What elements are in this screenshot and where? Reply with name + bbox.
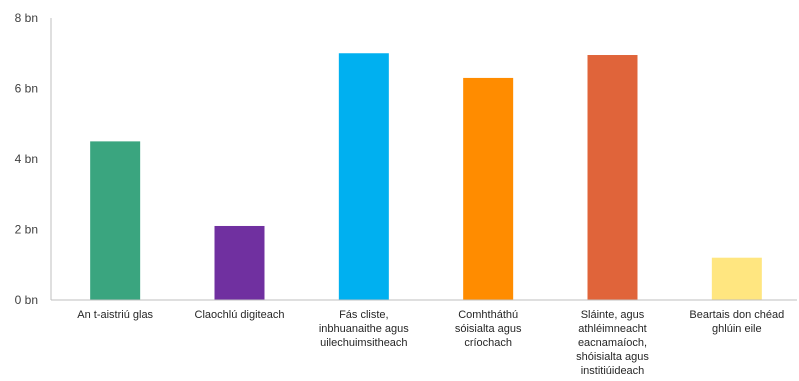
x-category-label-line: shóisialta agus — [576, 351, 649, 363]
bar — [214, 225, 265, 300]
x-category-label-line: institiúideach — [581, 365, 645, 377]
x-category-label: Beartais don chéad ghlúin eile — [689, 309, 784, 335]
bars — [90, 53, 762, 301]
x-category-label-line: críochach — [464, 337, 512, 349]
x-category-label: Claochlú digiteach — [195, 309, 285, 321]
x-category-label-line: Sláinte, agus — [581, 309, 645, 321]
x-category-label-line: ghlúin eile — [712, 323, 762, 335]
category-labels: An t-aistriú glas Claochlú digiteach Fás c… — [77, 309, 784, 377]
x-category-label-line: An t-aistriú glas — [77, 309, 153, 321]
x-category-label-line: Fás cliste, — [339, 309, 389, 321]
y-tick-labels: 0 bn 2 bn 4 bn 6 bn 8 bn — [15, 11, 38, 307]
x-category-label: Comhtháthú sóisialta agus críochach — [455, 309, 522, 349]
x-category-label-line: Beartais don chéad — [689, 309, 784, 321]
x-category-label: An t-aistriú glas — [77, 309, 153, 321]
y-tick-label: 0 bn — [15, 293, 38, 307]
x-category-label-line: eacnamaíoch, — [578, 337, 647, 349]
bar — [463, 77, 514, 300]
bar — [587, 55, 638, 301]
x-category-label-line: Comhtháthú — [458, 309, 518, 321]
bar — [338, 53, 389, 300]
x-category-label-line: inbhuanaithe agus — [319, 323, 409, 335]
bar — [90, 141, 141, 300]
bar — [711, 257, 762, 300]
y-tick-label: 4 bn — [15, 152, 38, 166]
x-category-label: Fás cliste, inbhuanaithe agus uilechuimsit… — [319, 309, 409, 349]
y-tick-label: 8 bn — [15, 11, 38, 25]
x-category-label: Sláinte, agus athléimneacht eacnamaíoch, sh… — [576, 309, 649, 377]
x-category-label-line: sóisialta agus — [455, 323, 522, 335]
x-category-label-line: athléimneacht — [578, 323, 647, 335]
y-tick-label: 6 bn — [15, 82, 38, 96]
x-category-label-line: uilechuimsitheach — [320, 337, 407, 349]
y-tick-label: 2 bn — [15, 223, 38, 237]
x-category-label-line: Claochlú digiteach — [195, 309, 285, 321]
